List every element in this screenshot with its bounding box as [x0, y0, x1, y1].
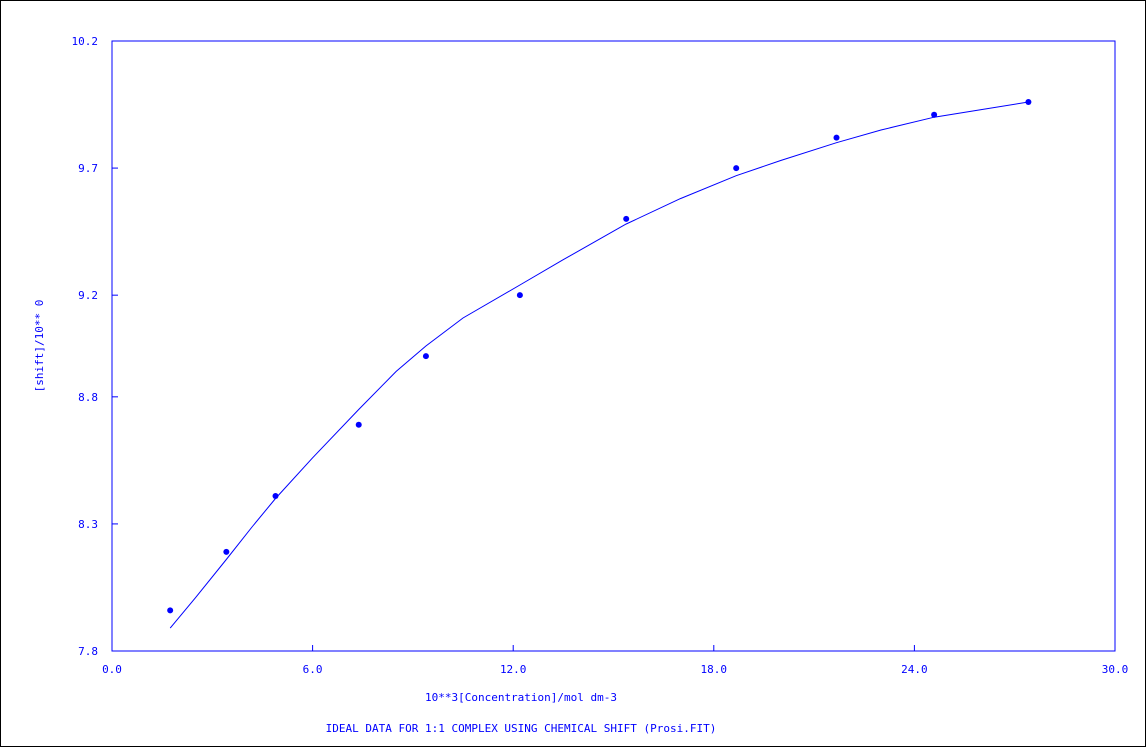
data-point [223, 548, 230, 555]
chart-title: IDEAL DATA FOR 1:1 COMPLEX USING CHEMICA… [326, 722, 717, 735]
x-tick-label: 0.0 [102, 663, 122, 676]
x-tick-label: 24.0 [901, 663, 928, 676]
x-tick-label: 30.0 [1102, 663, 1129, 676]
y-tick-label: 8.3 [78, 518, 98, 531]
data-point [1025, 99, 1032, 105]
y-tick-label: 9.2 [78, 289, 98, 302]
fit-curve [169, 101, 1029, 629]
y-tick-label: 10.2 [72, 35, 99, 48]
data-point [272, 492, 279, 499]
data-points [167, 99, 1032, 614]
x-axis: 0.0 6.0 12.0 18.0 24.0 30.0 [102, 645, 1128, 676]
data-point [733, 165, 740, 172]
data-point [931, 111, 938, 118]
plot-area-border [111, 40, 1116, 652]
x-tick-label: 6.0 [303, 663, 323, 676]
x-tick-label: 12.0 [500, 663, 527, 676]
data-point [422, 353, 429, 360]
data-point [833, 134, 840, 141]
x-axis-label: 10**3[Concentration]/mol dm-3 [425, 691, 617, 704]
data-point [355, 421, 362, 428]
y-tick-label: 8.8 [78, 391, 98, 404]
y-axis: 7.8 8.3 8.8 9.2 9.7 10.2 [72, 35, 118, 658]
data-point [516, 292, 523, 299]
y-tick-label: 9.7 [78, 162, 98, 175]
y-axis-label: [shift]/10** 0 [33, 300, 46, 393]
data-point [167, 607, 174, 614]
x-tick-label: 18.0 [701, 663, 728, 676]
data-point [623, 215, 630, 222]
y-tick-label: 7.8 [78, 645, 98, 658]
